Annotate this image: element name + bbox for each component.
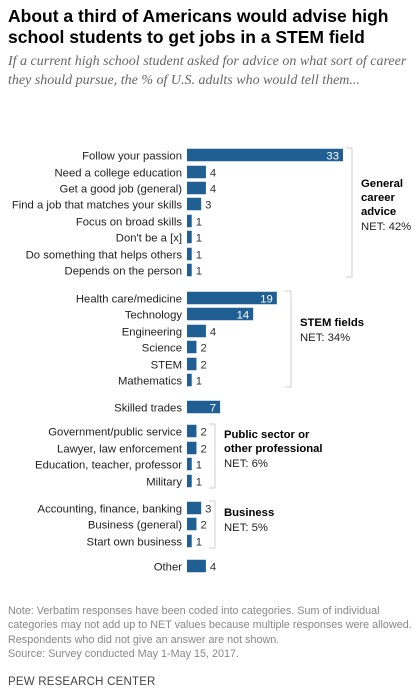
category-label: Get a good job (general)	[60, 184, 183, 196]
bar	[187, 324, 206, 338]
bar	[187, 373, 192, 387]
data-label: 4	[210, 327, 216, 339]
category-label: Business (general)	[88, 520, 182, 532]
category-label: Health care/medicine	[76, 294, 182, 306]
group-net: NET: 42%	[361, 221, 411, 233]
group-name: career	[361, 192, 396, 204]
bar	[187, 474, 192, 488]
category-label: Do something that helps others	[26, 250, 183, 262]
group-bracket	[285, 290, 292, 388]
category-label: Follow your passion	[82, 151, 182, 163]
category-label: Technology	[125, 310, 183, 322]
group-net: NET: 34%	[300, 332, 350, 344]
bar	[187, 559, 206, 573]
data-label: 19	[260, 294, 273, 306]
data-label: 4	[210, 184, 216, 196]
bar	[187, 357, 197, 371]
bar	[187, 517, 197, 531]
bar	[187, 181, 206, 195]
bar	[187, 534, 192, 548]
category-label: Depends on the person	[65, 266, 182, 278]
bar	[187, 263, 192, 277]
group-net: NET: 6%	[224, 458, 268, 470]
data-label: 2	[200, 520, 206, 532]
bar	[187, 307, 254, 321]
group-name: Business	[224, 507, 274, 519]
category-label: Government/public service	[48, 427, 182, 439]
data-label: 3	[205, 504, 211, 516]
data-label: 3	[205, 200, 211, 212]
chart-title: About a third of Americans would advise …	[8, 6, 389, 47]
category-label: Focus on broad skills	[76, 217, 182, 229]
data-label: 1	[196, 537, 202, 549]
category-label: Accounting, finance, banking	[38, 504, 182, 516]
data-label: 2	[200, 343, 206, 355]
category-label: Education, teacher, professor	[35, 460, 182, 472]
bar	[187, 501, 202, 515]
group-name: STEM fields	[300, 317, 364, 329]
chart-note: Note: Verbatim responses have been coded…	[8, 605, 412, 646]
group-name: advice	[361, 206, 396, 218]
category-label: Skilled trades	[114, 403, 182, 415]
bar	[187, 148, 343, 162]
category-label: Mathematics	[118, 376, 182, 388]
category-label: Don't be a [x]	[116, 233, 182, 245]
data-label: 1	[196, 376, 202, 388]
category-label: Start own business	[87, 537, 183, 549]
group-net: NET: 5%	[224, 522, 268, 534]
group-name: other professional	[224, 443, 323, 455]
data-label: 33	[326, 151, 339, 163]
category-label: Lawyer, law enforcement	[57, 444, 183, 456]
category-label: Need a college education	[55, 168, 183, 180]
data-label: 2	[200, 360, 206, 372]
org-credit: PEW RESEARCH CENTER	[8, 676, 156, 688]
data-label: 2	[200, 427, 206, 439]
bar	[187, 197, 202, 211]
bar	[187, 230, 192, 244]
bar	[187, 165, 206, 179]
chart-subtitle: If a current high school student asked f…	[8, 54, 407, 88]
category-label: STEM	[151, 360, 182, 372]
group-name: General	[361, 178, 403, 190]
category-label: Find a job that matches your skills	[12, 200, 183, 212]
bar	[187, 457, 192, 471]
data-label: 4	[210, 562, 216, 574]
group-bracket	[209, 423, 216, 489]
data-label: 1	[196, 217, 202, 229]
category-label: Science	[142, 343, 182, 355]
category-label: Military	[146, 477, 182, 489]
group-bracket	[346, 147, 353, 278]
data-label: 7	[210, 403, 216, 415]
data-label: 4	[210, 168, 216, 180]
data-label: 2	[200, 444, 206, 456]
data-label: 14	[237, 310, 250, 322]
bar	[187, 291, 277, 305]
bar	[187, 340, 197, 354]
bar	[187, 400, 221, 414]
category-label: Engineering	[122, 327, 182, 339]
data-label: 1	[196, 266, 202, 278]
bar	[187, 424, 197, 438]
bar	[187, 214, 192, 228]
chart-source: Source: Survey conducted May 1-May 15, 2…	[8, 648, 240, 660]
group-name: Public sector or	[224, 429, 310, 441]
bar	[187, 441, 197, 455]
data-label: 1	[196, 233, 202, 245]
group-bracket	[209, 500, 216, 549]
bar	[187, 247, 192, 261]
data-label: 1	[196, 477, 202, 489]
data-label: 1	[196, 250, 202, 262]
data-label: 1	[196, 460, 202, 472]
category-label: Other	[154, 562, 182, 574]
